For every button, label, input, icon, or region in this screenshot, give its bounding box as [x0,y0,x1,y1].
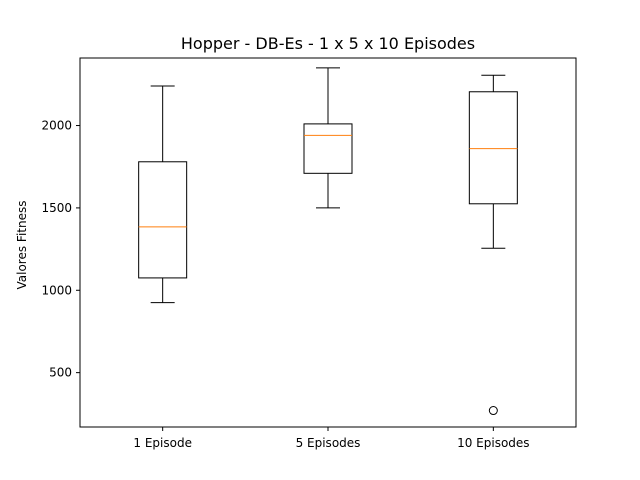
x-tick-label: 5 Episodes [296,436,361,450]
plot-area: 500 1000 1500 2000 1 Episode 5 Episodes 10 Epi… [41,67,530,450]
chart-title: Hopper - DB-Es - 1 x 5 x 10 Episodes [181,34,475,53]
axes-frame [79,57,577,428]
y-axis-label: Valores Fitness [15,201,29,290]
y-tick-label: 1000 [41,283,72,297]
iqr-box [468,91,518,205]
y-tick-label: 1500 [41,201,72,215]
outlier-point [488,406,498,416]
y-tick-label: 2000 [41,119,72,133]
x-tick-label: 10 Episodes [457,436,529,450]
y-tick-label: 500 [49,366,72,380]
iqr-box [138,161,188,279]
iqr-box [303,123,353,174]
x-tick-label: 1 Episode [133,436,192,450]
